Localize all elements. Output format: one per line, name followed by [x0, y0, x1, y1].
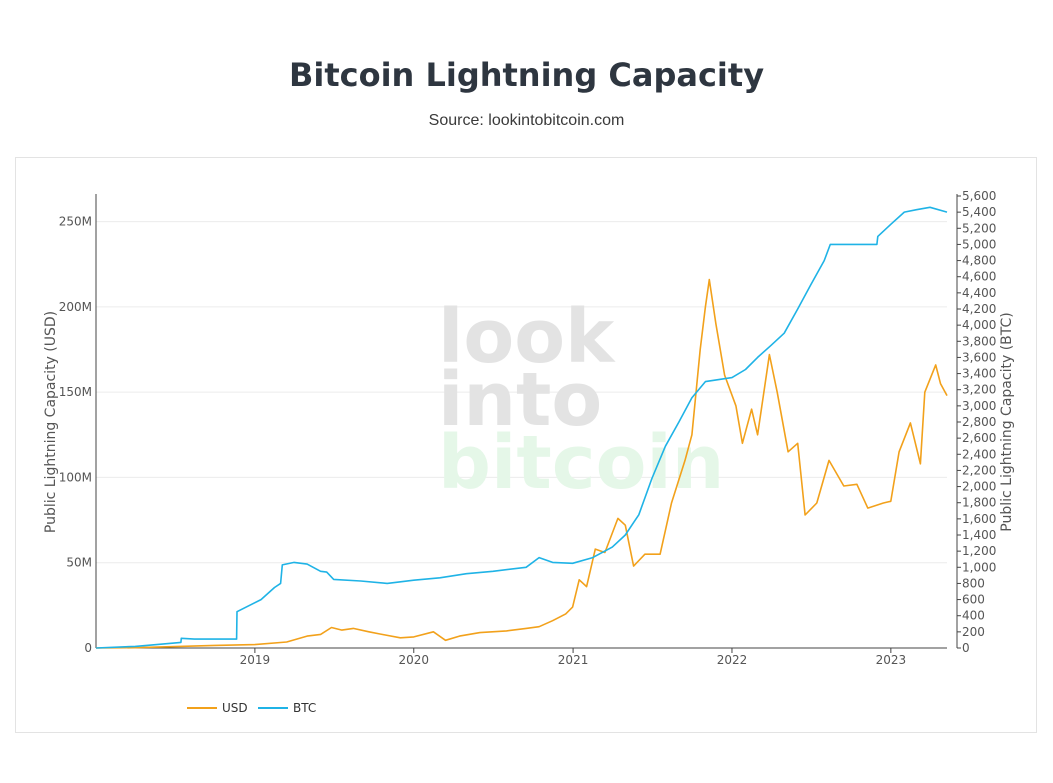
series-lines [95, 206, 948, 649]
y-right-tick-label: 1,000 [962, 560, 996, 574]
y-right-tick-label: 2,200 [962, 463, 996, 477]
y-right-tick-label: 3,800 [962, 334, 996, 348]
y-left-tick-label: 0 [84, 641, 92, 655]
y-axis-left-label: Public Lightning Capacity (USD) [43, 311, 59, 533]
x-tick-label: 2019 [240, 653, 271, 667]
legend: USD BTC [187, 701, 316, 715]
x-tick-label: 2022 [717, 653, 748, 667]
y-right-tick-label: 1,600 [962, 512, 996, 526]
y-right-tick-label: 3,000 [962, 399, 996, 413]
y-right-tick-label: 600 [962, 593, 985, 607]
y-right-tick-label: 4,600 [962, 270, 996, 284]
y-left-tick-label: 100M [59, 470, 92, 484]
y-axis-right-label: Public Lightning Capacity (BTC) [999, 312, 1015, 531]
y-right-tick-label: 5,000 [962, 237, 996, 251]
y-right-tick-label: 4,800 [962, 254, 996, 268]
y-left-tick-label: 200M [59, 300, 92, 314]
y-right-tick-label: 2,000 [962, 480, 996, 494]
y-right-tick-label: 400 [962, 609, 985, 623]
y-right-tick-label: 5,600 [962, 189, 996, 203]
y-left-tick-label: 150M [59, 385, 92, 399]
page-subtitle: Source: lookintobitcoin.com [428, 112, 625, 129]
y-right-tick-label: 1,200 [962, 544, 996, 558]
legend-label-btc[interactable]: BTC [293, 701, 316, 715]
watermark-look: look [438, 294, 616, 380]
series-line-usd[interactable] [95, 278, 948, 649]
y-right-tick-label: 0 [962, 641, 970, 655]
y-right-tick-label: 2,600 [962, 431, 996, 445]
page-title: Bitcoin Lightning Capacity [288, 56, 765, 94]
watermark: look into bitcoin [438, 294, 724, 506]
y-right-tick-label: 2,800 [962, 415, 996, 429]
y-right-tick-label: 4,400 [962, 286, 996, 300]
y-right-tick-label: 3,400 [962, 367, 996, 381]
y-right-tick-label: 1,400 [962, 528, 996, 542]
y-right-tick-label: 200 [962, 625, 985, 639]
legend-label-usd[interactable]: USD [222, 701, 248, 715]
x-tick-label: 2023 [876, 653, 907, 667]
y-right-tick-label: 2,400 [962, 447, 996, 461]
y-left-tick-label: 250M [59, 215, 92, 229]
watermark-into: into [438, 357, 602, 443]
y-right-tick-label: 5,200 [962, 221, 996, 235]
y-right-tick-label: 4,200 [962, 302, 996, 316]
series-line-btc[interactable] [95, 206, 948, 649]
axes: 0 50M 100M 150M 200M 250M 0 200 400 600 800 1,000 1,… [59, 189, 997, 667]
y-right-tick-label: 5,400 [962, 205, 996, 219]
watermark-bitcoin: bitcoin [438, 420, 724, 506]
chart-frame [15, 157, 1037, 733]
y-right-tick-label: 1,800 [962, 496, 996, 510]
y-right-tick-label: 3,600 [962, 350, 996, 364]
y-left-tick-label: 50M [66, 556, 92, 570]
x-tick-label: 2021 [558, 653, 589, 667]
y-right-tick-label: 4,000 [962, 318, 996, 332]
x-tick-label: 2020 [398, 653, 429, 667]
grid-lines [96, 221, 947, 564]
y-right-tick-label: 800 [962, 576, 985, 590]
y-right-tick-label: 3,200 [962, 383, 996, 397]
